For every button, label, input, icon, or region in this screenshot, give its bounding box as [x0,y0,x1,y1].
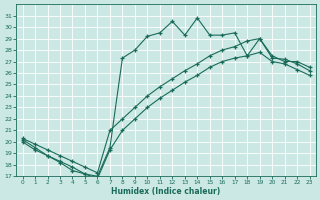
X-axis label: Humidex (Indice chaleur): Humidex (Indice chaleur) [111,187,221,196]
